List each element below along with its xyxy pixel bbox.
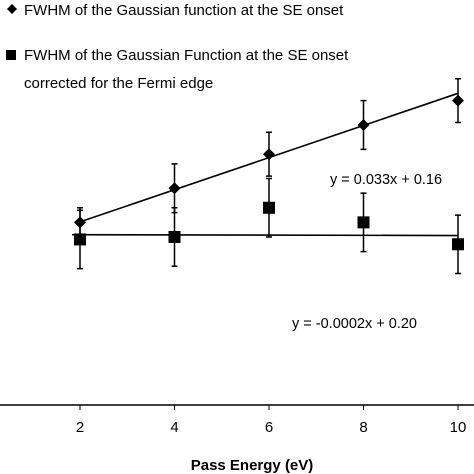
- data-point-square: [263, 201, 275, 214]
- data-point-square: [168, 230, 181, 243]
- x-tick-label: 4: [170, 419, 178, 436]
- data-point-square: [74, 233, 86, 246]
- data-point-diamond: [168, 182, 181, 195]
- equation-diamond: y = 0.033x + 0.16: [330, 172, 442, 188]
- equation-square: y = -0.0002x + 0.20: [292, 316, 417, 332]
- series-square: [74, 177, 464, 275]
- x-axis-title: Pass Energy (eV): [191, 457, 314, 474]
- data-point-square: [452, 238, 464, 251]
- legend-entry-square-line2: corrected for the Fermi edge: [24, 75, 213, 92]
- x-tick-label: 2: [76, 419, 84, 436]
- data-point-diamond: [263, 148, 275, 161]
- legend-entry-square-line1: FWHM of the Gaussian Function at the SE …: [24, 47, 349, 64]
- x-tick-label: 10: [450, 419, 467, 436]
- data-point-diamond: [357, 118, 370, 131]
- legend-marker-square: [6, 50, 16, 60]
- legend: FWHM of the Gaussian function at the SE …: [6, 2, 349, 92]
- data-point-diamond: [452, 94, 464, 107]
- legend-entry-diamond: FWHM of the Gaussian function at the SE …: [24, 2, 344, 19]
- x-tick-label: 6: [265, 419, 273, 436]
- legend-marker-diamond: [7, 4, 17, 14]
- data-point-square: [357, 216, 370, 229]
- x-tick-label: 8: [359, 419, 367, 436]
- x-axis-ticks: 2 4 6 8 10: [76, 405, 467, 436]
- trendline-square: [71, 233, 459, 237]
